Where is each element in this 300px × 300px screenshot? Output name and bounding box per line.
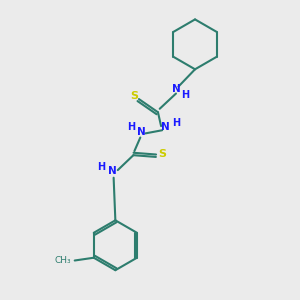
Text: H: H <box>127 122 135 132</box>
Text: S: S <box>158 149 166 159</box>
Text: H: H <box>182 90 190 100</box>
Text: H: H <box>172 118 181 128</box>
Text: N: N <box>137 127 146 137</box>
Text: N: N <box>108 167 117 176</box>
Text: N: N <box>161 122 170 133</box>
Text: CH₃: CH₃ <box>55 256 71 265</box>
Text: S: S <box>130 91 138 100</box>
Text: N: N <box>172 84 180 94</box>
Text: H: H <box>97 162 105 172</box>
